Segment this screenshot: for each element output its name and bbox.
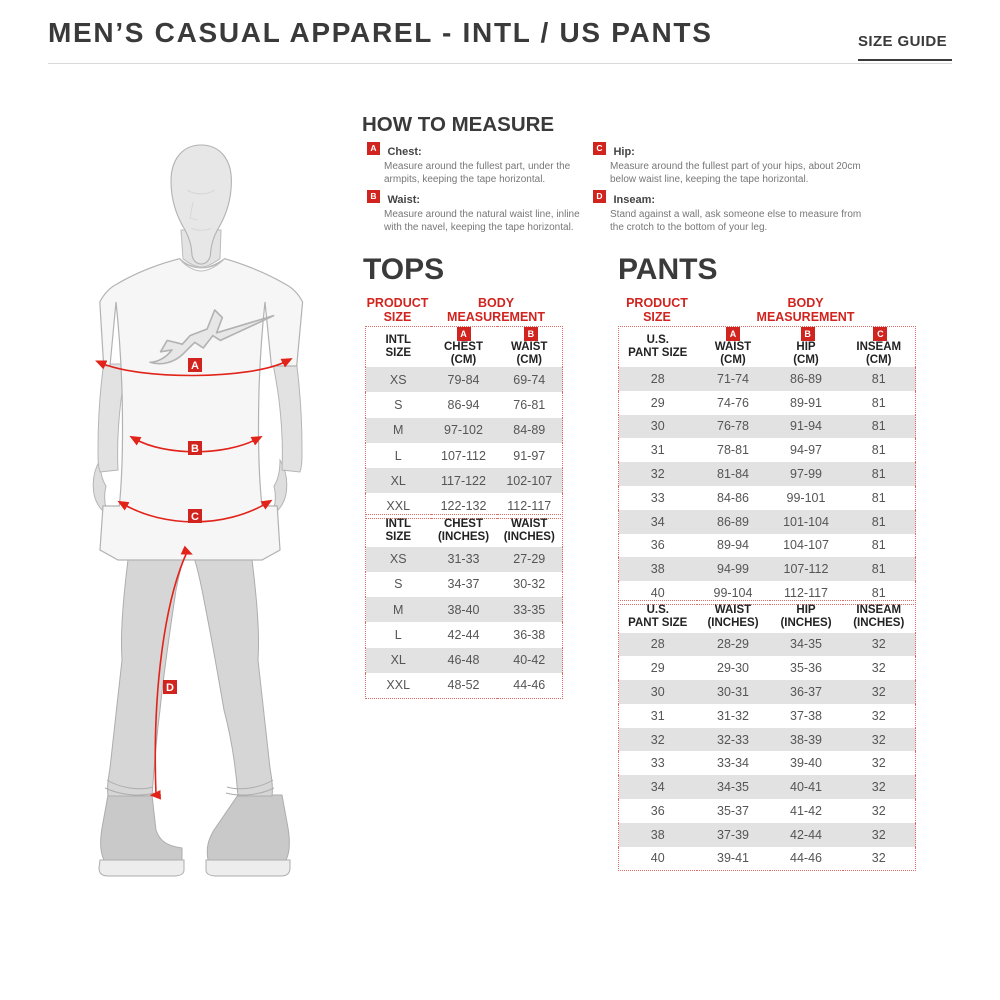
svg-text:C: C: [191, 511, 199, 523]
svg-text:D: D: [166, 682, 174, 694]
svg-text:B: B: [191, 443, 199, 455]
svg-text:A: A: [191, 360, 199, 372]
